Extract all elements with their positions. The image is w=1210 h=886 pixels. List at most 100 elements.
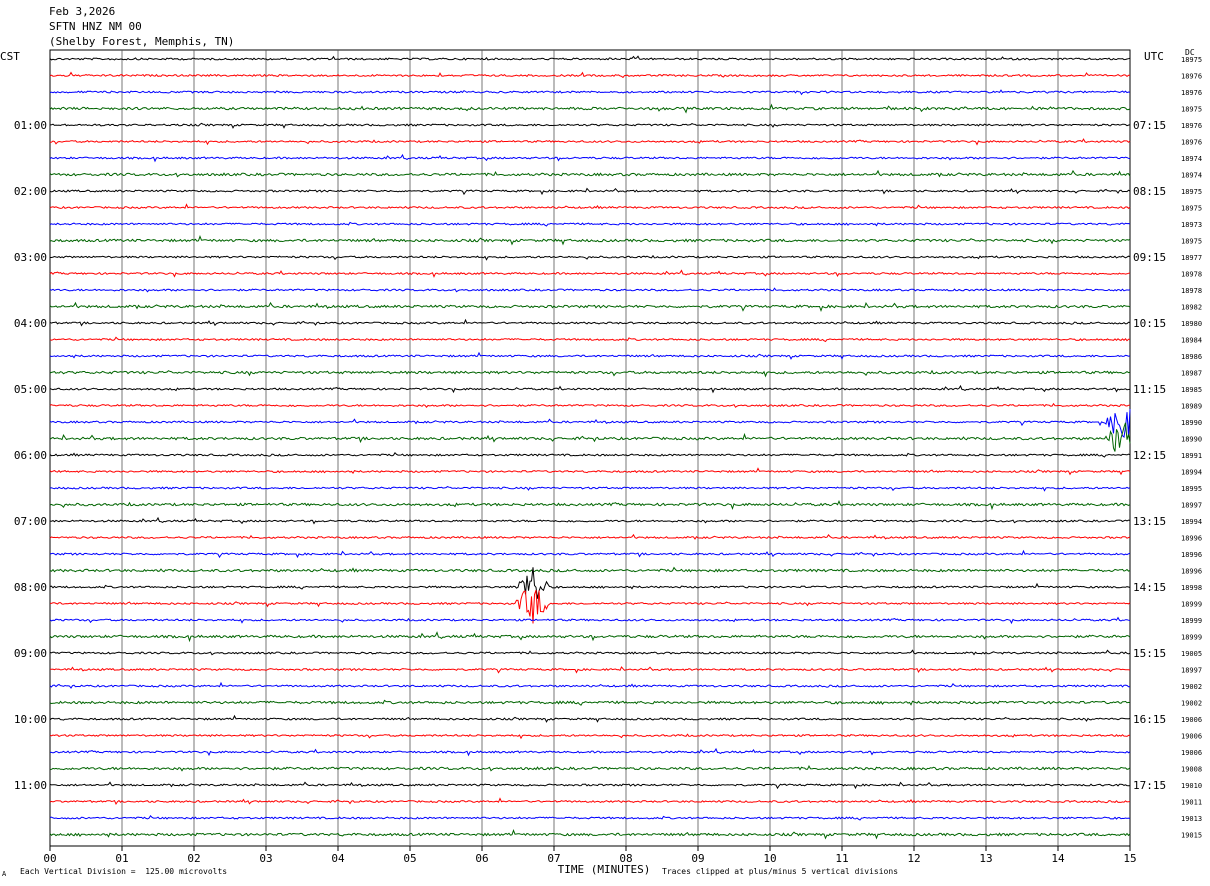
left-hour-label: 08:00 [14,581,47,594]
dc-offset-label: 19010 [1181,782,1202,790]
left-hour-label: 09:00 [14,647,47,660]
dc-offset-label: 18996 [1181,535,1202,543]
trace-39 [49,699,1131,706]
trace-43 [49,765,1131,772]
trace-30 [49,549,1131,559]
trace-28 [49,516,1131,525]
right-hour-label: 16:15 [1133,713,1166,726]
right-hour-label: 11:15 [1133,383,1166,396]
trace-22 [49,408,1131,438]
right-hour-label: 17:15 [1133,779,1166,792]
trace-37 [50,666,1131,674]
x-tick-label: 02 [187,852,200,865]
x-tick-label: 03 [259,852,272,865]
x-tick-label: 00 [43,852,56,865]
corner-mark: A [2,870,7,878]
dc-offset-label: 18975 [1181,238,1202,246]
dc-offset-label: 18976 [1181,89,1202,97]
dc-offset-label: 18996 [1181,551,1202,559]
left-hour-label: 10:00 [14,713,47,726]
trace-14 [49,287,1131,293]
x-axis-label: TIME (MINUTES) [558,863,651,876]
trace-7 [49,169,1131,178]
trace-38 [49,681,1131,689]
right-timezone-label: UTC [1144,50,1164,63]
left-hour-label: 05:00 [14,383,47,396]
dc-offset-label: 18997 [1181,667,1202,675]
dc-offset-label: 18990 [1181,419,1202,427]
dc-offset-label: 18975 [1181,56,1202,64]
trace-9 [49,203,1131,210]
dc-offset-label: 18999 [1181,601,1202,609]
trace-45 [49,797,1131,806]
dc-offset-label: 18975 [1181,106,1202,114]
trace-47 [49,828,1131,840]
dc-offset-label: 18976 [1181,73,1202,81]
x-tick-label: 15 [1123,852,1136,865]
trace-26 [49,486,1131,492]
trace-40 [49,714,1131,723]
trace-17 [49,336,1130,343]
dc-offset-label: 19002 [1181,700,1202,708]
dc-offset-label: 18980 [1181,320,1202,328]
dc-offset-label: 19002 [1181,683,1202,691]
dc-offset-label: 18991 [1181,452,1202,460]
dc-offset-label: 18977 [1181,254,1202,262]
trace-5 [49,138,1131,146]
dc-offset-label: 19013 [1181,815,1202,823]
right-hour-label: 13:15 [1133,515,1166,528]
dc-offset-label: 18999 [1181,617,1202,625]
right-hour-label: 14:15 [1133,581,1166,594]
header-location: (Shelby Forest, Memphis, TN) [49,35,235,48]
trace-2 [49,89,1131,96]
dc-offset-label: 18994 [1181,518,1202,526]
dc-offset-label: 18978 [1181,271,1202,279]
dc-offset-label: 19008 [1181,766,1202,774]
left-hour-label: 11:00 [14,779,47,792]
trace-44 [49,781,1130,790]
trace-42 [49,747,1131,757]
trace-1 [49,71,1130,79]
left-hour-label: 04:00 [14,317,47,330]
dc-offset-label: 18996 [1181,568,1202,576]
dc-offset-label: 18978 [1181,287,1202,295]
dc-offset-label: 18974 [1181,155,1202,163]
clip-note: Traces clipped at plus/minus 5 vertical … [662,867,899,876]
x-tick-label: 07 [547,852,560,865]
dc-offset-label: 18989 [1181,403,1202,411]
dc-offset-label: 18975 [1181,188,1202,196]
dc-offset-label: 18984 [1181,337,1202,345]
minute-grid [49,49,1131,847]
trace-6 [49,153,1131,163]
x-tick-label: 10 [763,852,776,865]
left-hour-label: 03:00 [14,251,47,264]
header-date: Feb 3,2026 [49,5,116,18]
trace-35 [49,631,1131,643]
x-tick-label: 11 [835,852,848,865]
dc-offset-label: 18975 [1181,205,1202,213]
trace-3 [49,103,1131,114]
trace-25 [49,467,1131,476]
right-hour-label: 10:15 [1133,317,1166,330]
x-tick-label: 08 [619,852,632,865]
left-hour-label: 01:00 [14,119,47,132]
dc-offset-label: 19006 [1181,749,1202,757]
axes-labels: 00 01 02 03 04 05 06 07 08 09 10 11 12 13 14 15 TIME (MI… [14,56,1202,876]
dc-offset-label: 19005 [1181,650,1202,658]
trace-41 [49,733,1131,740]
x-tick-label: 12 [907,852,920,865]
right-hour-label: 07:15 [1133,119,1166,132]
trace-46 [49,815,1131,821]
right-hour-label: 09:15 [1133,251,1166,264]
trace-29 [49,533,1131,540]
header-station: SFTN HNZ NM 00 [49,20,142,33]
trace-12 [50,254,1131,261]
trace-21 [49,402,1131,408]
dc-offset-label: 19015 [1181,832,1202,840]
trace-24 [49,452,1131,458]
trace-4 [49,122,1131,129]
x-tick-label: 06 [475,852,488,865]
x-tick-label: 13 [979,852,992,865]
left-hour-label: 06:00 [14,449,47,462]
